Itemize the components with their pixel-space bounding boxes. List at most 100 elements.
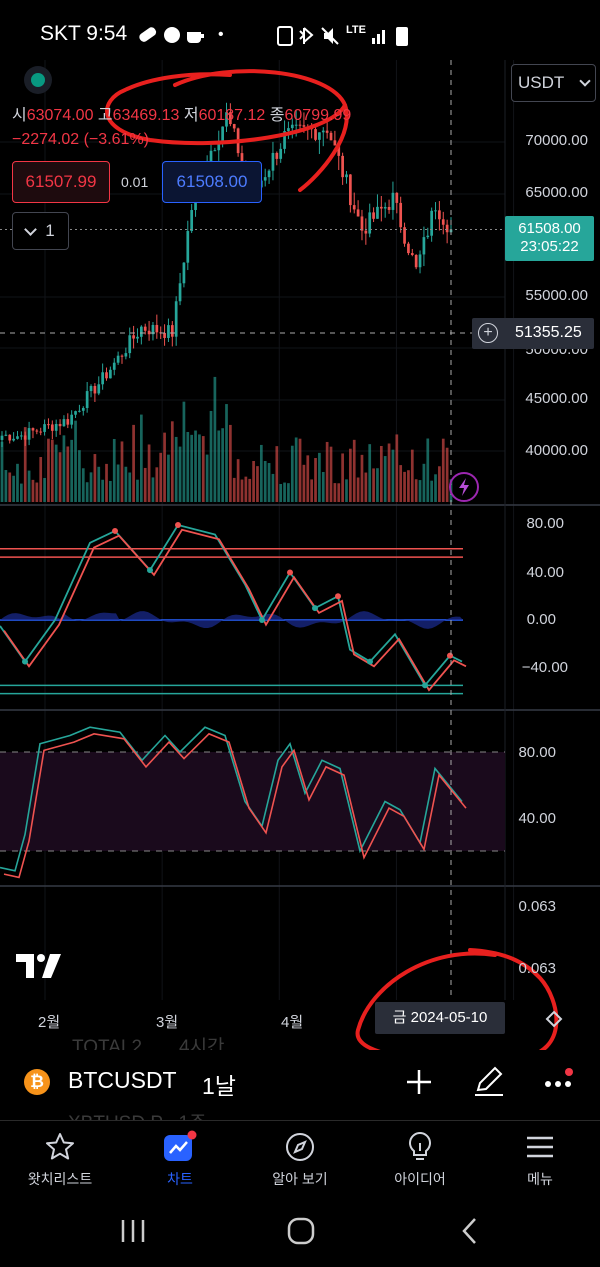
candle (167, 325, 170, 338)
candle (267, 170, 271, 178)
system-nav-bar (0, 1198, 600, 1267)
candle (209, 150, 213, 164)
volume-bar (16, 463, 19, 502)
tab-chart[interactable]: 차트 (120, 1121, 240, 1199)
back-icon[interactable] (458, 1216, 482, 1246)
candle (349, 174, 352, 206)
high-value: 63469.13 (112, 107, 180, 124)
volume-bar (376, 468, 379, 502)
draw-pencil-icon[interactable] (472, 1064, 506, 1098)
status-bar: SKT 9:54 • LTE (0, 0, 600, 70)
recent-apps-icon[interactable] (118, 1218, 148, 1244)
volume-bar (372, 468, 375, 502)
volume-bar (256, 466, 259, 502)
tab-bar: 왓치리스트 차트 알아 보기 아이디어 메뉴 (0, 1120, 600, 1199)
tab-explore[interactable]: 알아 보기 (240, 1121, 360, 1199)
tab-label: 차트 (167, 1171, 193, 1187)
tab-watchlist[interactable]: 왓치리스트 (0, 1121, 120, 1199)
volume-bar (198, 434, 201, 502)
candle (283, 131, 286, 149)
volume-bar (368, 444, 372, 502)
tab-menu[interactable]: 메뉴 (480, 1121, 600, 1199)
volume-bar (232, 477, 236, 502)
quantity-selector[interactable]: 1 (12, 212, 69, 250)
eraser-icon[interactable] (541, 1008, 567, 1030)
candle (445, 224, 449, 233)
chevron-down-icon (24, 222, 38, 236)
more-options-icon[interactable] (542, 1068, 576, 1094)
volume-bar (78, 450, 81, 502)
candle (139, 326, 143, 337)
cross-signal-dot (287, 569, 293, 576)
home-icon[interactable] (286, 1216, 316, 1246)
volume-bar (236, 459, 240, 502)
candle (8, 434, 12, 441)
volume-bar (155, 467, 159, 502)
candle (93, 386, 97, 394)
candle (39, 431, 43, 433)
time-tick: 4월 (281, 1014, 304, 1031)
volume-bar (4, 470, 8, 502)
candle (290, 124, 294, 129)
volume-bar (139, 414, 143, 502)
tradingview-logo-icon (16, 954, 61, 978)
candle (89, 386, 93, 392)
tab-label: 아이디어 (394, 1171, 446, 1187)
candle (4, 434, 8, 436)
buy-button[interactable]: 61508.00 (162, 161, 262, 203)
volume-bar (201, 436, 205, 502)
candle (294, 124, 298, 126)
candle (434, 210, 437, 212)
volume-bar (310, 479, 314, 502)
add-alert-icon[interactable]: + (478, 323, 498, 343)
lightning-icon[interactable] (449, 472, 479, 502)
candle (221, 126, 224, 143)
candle (109, 369, 112, 379)
status-dot: • (218, 26, 224, 43)
candle (271, 152, 275, 171)
bitcoin-icon: ₿ (24, 1069, 50, 1095)
volume-bar (31, 479, 35, 502)
candle (438, 210, 441, 220)
volume-bar (290, 445, 294, 502)
volume-bar (279, 483, 283, 502)
candle (352, 205, 356, 210)
add-icon[interactable] (404, 1067, 434, 1097)
volume-bar (194, 430, 197, 502)
status-system-icons (277, 26, 408, 46)
symbol-name[interactable]: BTCUSDT (68, 1067, 177, 1093)
live-indicator[interactable] (24, 66, 52, 94)
candlestick-series (0, 102, 453, 447)
candle (43, 424, 46, 432)
candle (147, 330, 151, 335)
candle (399, 202, 403, 228)
volume-bar (314, 458, 317, 502)
tab-label: 메뉴 (527, 1171, 553, 1187)
volume-bar (178, 446, 182, 502)
candle (62, 419, 66, 427)
symbol-interval[interactable]: 1날 (202, 1073, 236, 1099)
volume-bar (120, 441, 124, 502)
volume-bar (430, 480, 434, 502)
candle (217, 142, 221, 151)
candle (23, 435, 27, 440)
osc2-tick: 80.00 (518, 744, 556, 761)
currency-select[interactable]: USDT (511, 64, 596, 102)
tab-ideas[interactable]: 아이디어 (360, 1121, 480, 1199)
chart-canvas[interactable] (0, 0, 600, 1050)
volume-bar (349, 448, 352, 502)
candle (383, 206, 387, 209)
volume-bar (244, 476, 248, 502)
candle (263, 177, 267, 181)
volume-bar (74, 420, 77, 502)
price-tick: 40000.00 (525, 442, 588, 459)
low-value: 60187.12 (198, 107, 266, 124)
candle (376, 206, 379, 219)
tab-label: 알아 보기 (272, 1171, 328, 1187)
histogram-area (0, 611, 463, 629)
osc3-tick: 0.063 (518, 898, 556, 915)
sell-button[interactable]: 61507.99 (12, 161, 110, 203)
volume-bar (240, 479, 244, 502)
candle (66, 419, 70, 425)
hand-drawn-annotations (105, 69, 559, 1050)
